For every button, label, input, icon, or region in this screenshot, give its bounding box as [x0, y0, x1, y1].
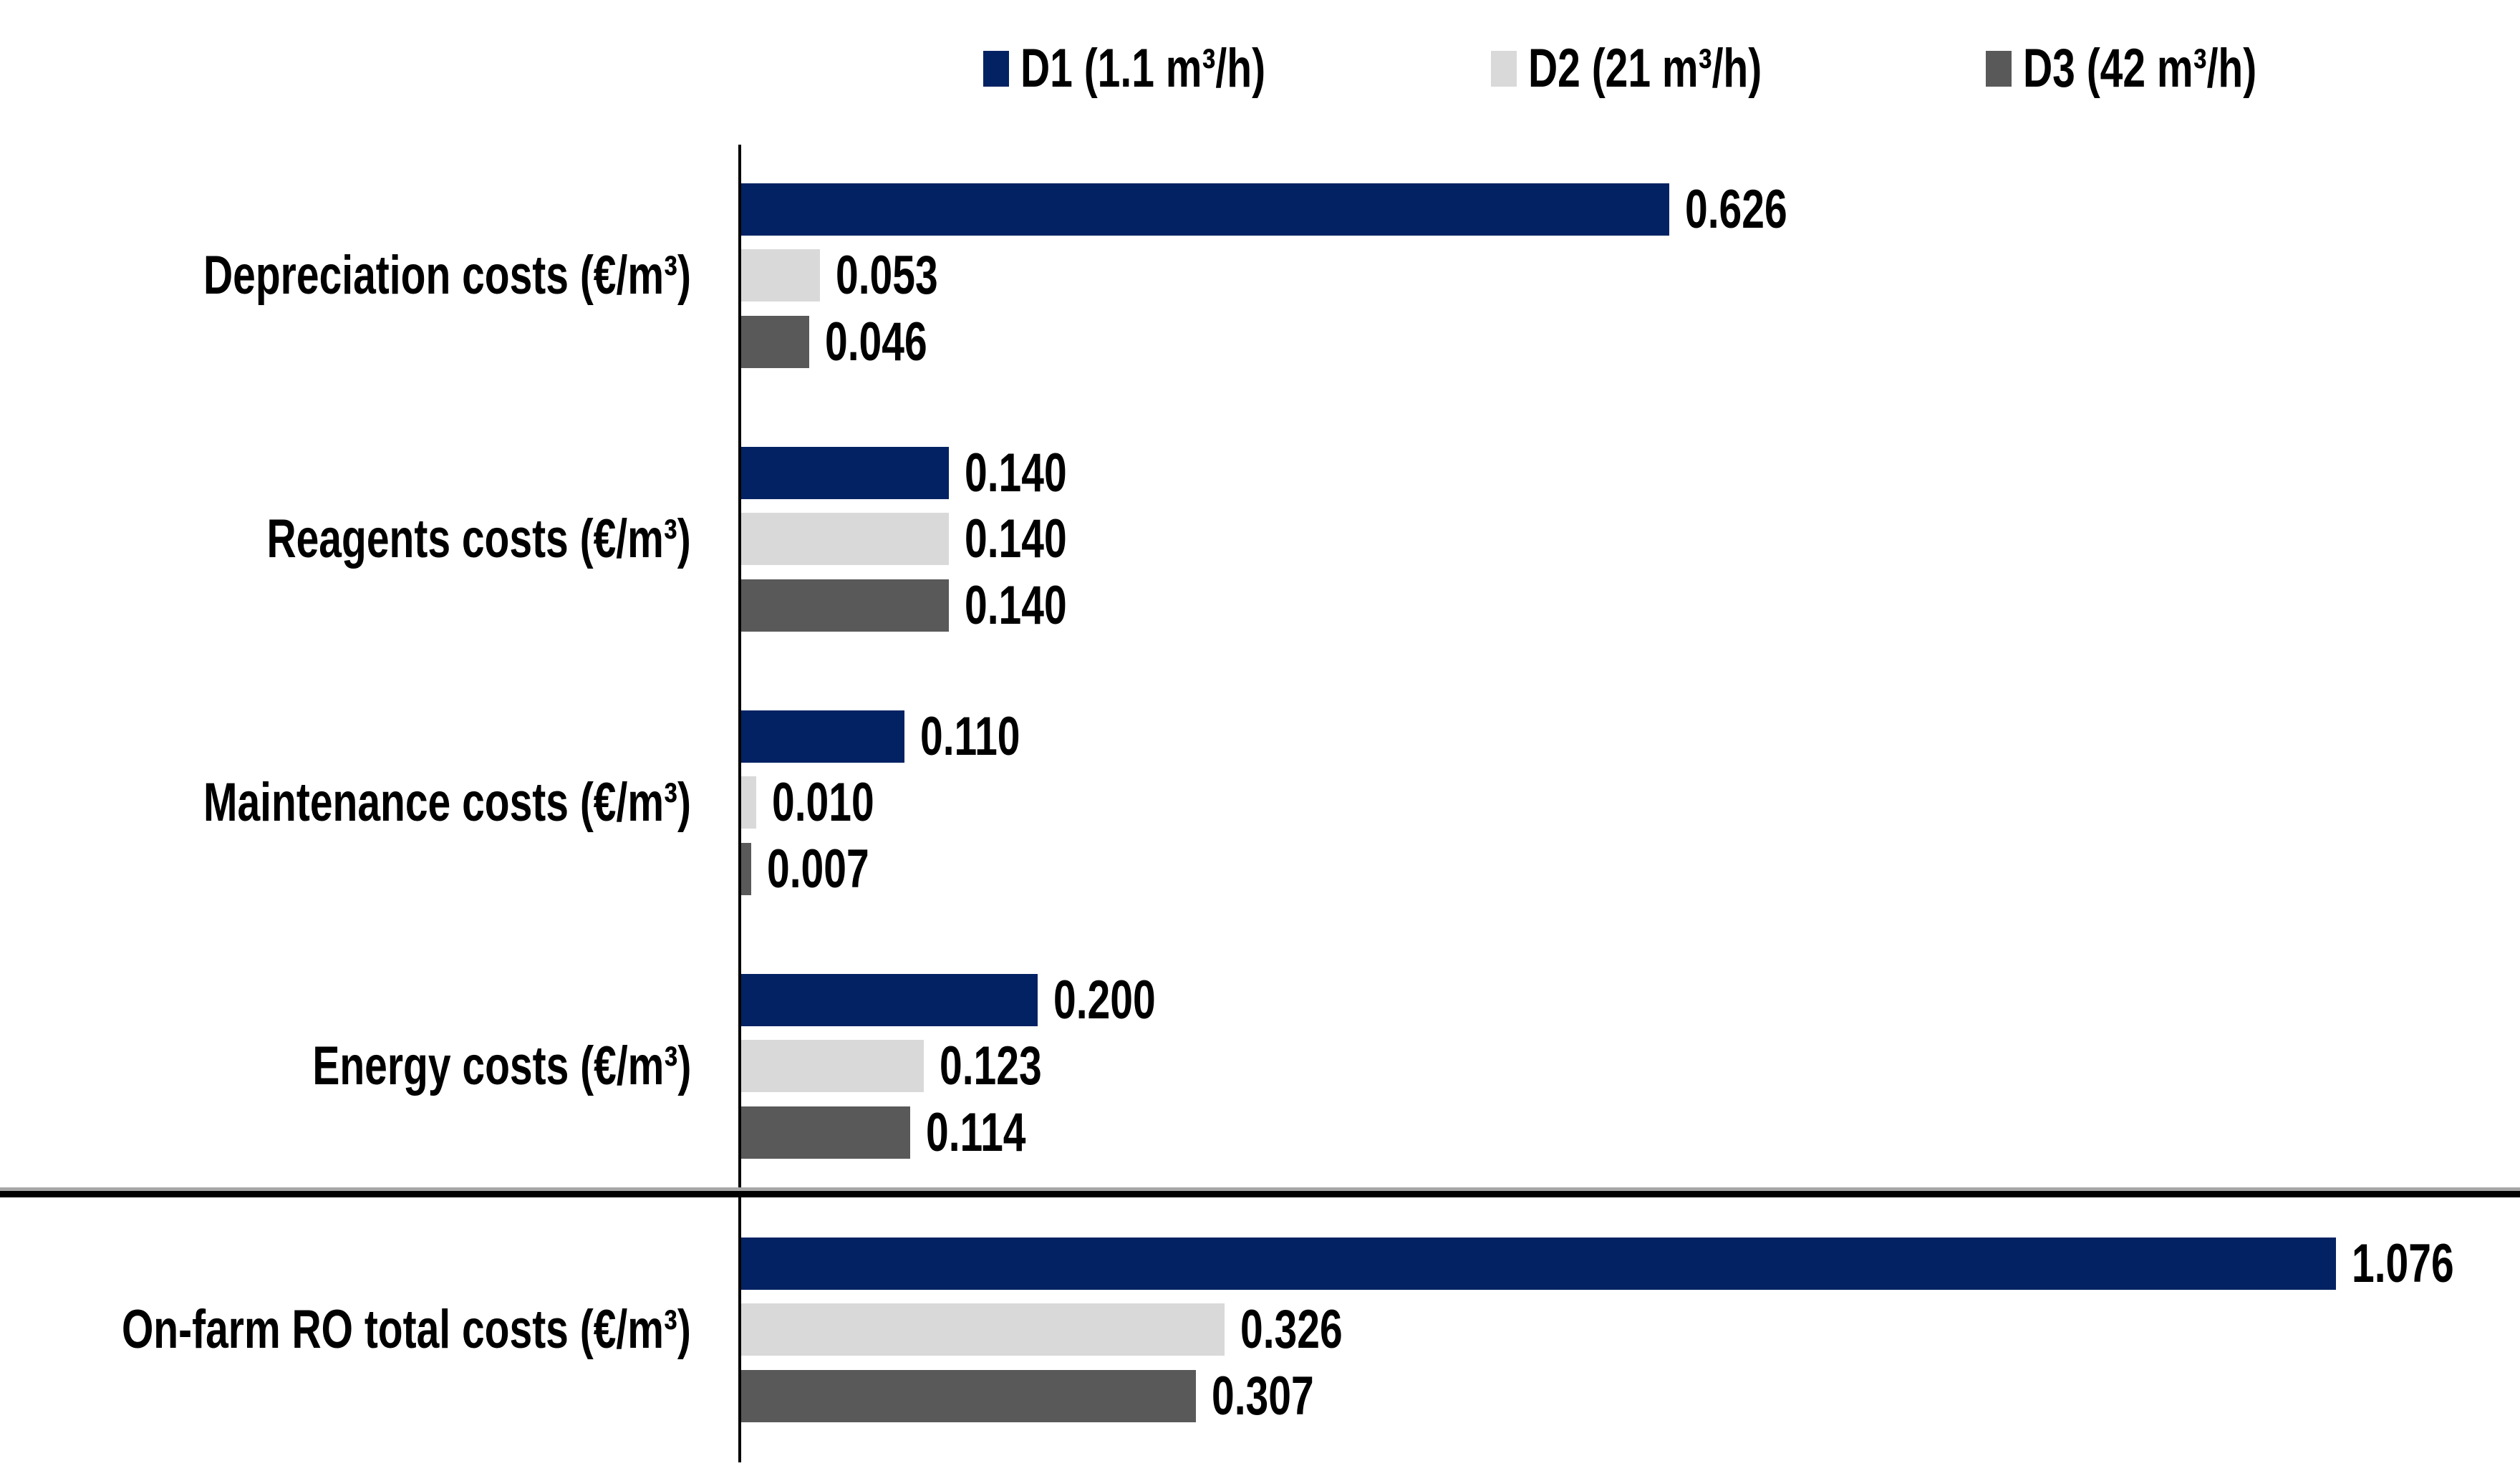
- category-group: Reagents costs (€/m³) 0.140 0.140 0.140: [0, 407, 2520, 670]
- chart-legend: D1 (1.1 m³/h) D2 (21 m³/h) D3 (42 m³/h): [0, 34, 2520, 103]
- bar-d3: [741, 316, 809, 368]
- bar-row: 0.326: [741, 1299, 2520, 1360]
- category-label: Energy costs (€/m³): [0, 934, 691, 1197]
- bar-d3: [741, 843, 751, 895]
- legend-swatch-d2-icon: [1491, 51, 1517, 87]
- bar-value-label: 0.326: [1240, 1299, 1343, 1360]
- category-label-text: On-farm RO total costs (€/m³): [122, 1298, 691, 1360]
- bar-d2: [741, 513, 949, 565]
- bar-d1: [741, 183, 1669, 236]
- bar-d1: [741, 1238, 2336, 1290]
- category-label-text: Energy costs (€/m³): [312, 1035, 691, 1096]
- bar-row: 0.140: [741, 508, 2520, 569]
- legend-item-d1: D1 (1.1 m³/h): [983, 34, 1347, 103]
- bar-value-label: 0.307: [1212, 1366, 1314, 1427]
- bar-value-label: 0.053: [836, 245, 938, 306]
- legend-label: D1 (1.1 m³/h): [1020, 38, 1266, 99]
- bar-row: 0.307: [741, 1366, 2520, 1427]
- bar-value-label: 0.140: [965, 508, 1067, 569]
- category-label: Depreciation costs (€/m³): [0, 143, 691, 407]
- bar-row: 0.046: [741, 312, 2520, 372]
- legend-label: D2 (21 m³/h): [1528, 38, 1762, 99]
- bar-value-label: 0.140: [965, 575, 1067, 636]
- bar-value-label: 0.123: [940, 1036, 1042, 1096]
- category-group: Energy costs (€/m³) 0.200 0.123 0.114: [0, 934, 2520, 1197]
- bar-row: 0.110: [741, 706, 2520, 767]
- bar-row: 0.010: [741, 772, 2520, 833]
- category-label-text: Depreciation costs (€/m³): [203, 244, 691, 306]
- bar-value-label: 1.076: [2352, 1233, 2454, 1294]
- legend-item-d3: D3 (42 m³/h): [1986, 34, 2335, 103]
- legend-label: D3 (42 m³/h): [2023, 38, 2257, 99]
- bar-value-label: 0.114: [926, 1102, 1026, 1163]
- bar-d1: [741, 447, 949, 499]
- category-group: Depreciation costs (€/m³) 0.626 0.053 0.046: [0, 143, 2520, 407]
- bar-row: 0.123: [741, 1036, 2520, 1096]
- category-group: On-farm RO total costs (€/m³) 1.076 0.326 0…: [0, 1197, 2520, 1461]
- bar-d3: [741, 1370, 1196, 1422]
- bar-row: 0.053: [741, 245, 2520, 306]
- legend-swatch-d3-icon: [1986, 51, 2012, 87]
- bar-value-label: 0.010: [772, 772, 874, 833]
- bar-row: 0.140: [741, 443, 2520, 503]
- bar-value-label: 0.200: [1053, 970, 1156, 1031]
- category-label: Reagents costs (€/m³): [0, 407, 691, 670]
- bar-row: 0.007: [741, 839, 2520, 899]
- legend-swatch-d1-icon: [983, 51, 1009, 87]
- separator-line-highlight: [0, 1187, 2520, 1191]
- separator-line: [0, 1191, 2520, 1197]
- bar-d3: [741, 579, 949, 632]
- category-label: On-farm RO total costs (€/m³): [0, 1197, 691, 1461]
- legend-item-d2: D2 (21 m³/h): [1491, 34, 1840, 103]
- bar-d1: [741, 710, 904, 763]
- bar-row: 0.200: [741, 970, 2520, 1031]
- bar-value-label: 0.007: [767, 839, 869, 899]
- bar-value-label: 0.110: [920, 706, 1020, 767]
- bar-d2: [741, 1040, 924, 1092]
- bar-d2: [741, 1303, 1225, 1356]
- bar-row: 0.114: [741, 1102, 2520, 1163]
- bar-value-label: 0.140: [965, 443, 1067, 503]
- bar-d3: [741, 1106, 910, 1159]
- bar-value-label: 0.046: [825, 312, 927, 372]
- category-label: Maintenance costs (€/m³): [0, 670, 691, 934]
- bar-d2: [741, 776, 756, 829]
- bar-row: 0.140: [741, 575, 2520, 636]
- bar-d2: [741, 249, 820, 301]
- category-label-text: Maintenance costs (€/m³): [203, 771, 691, 833]
- bar-row: 0.626: [741, 179, 2520, 240]
- bar-d1: [741, 974, 1038, 1026]
- y-axis-line: [738, 145, 741, 1462]
- category-label-text: Reagents costs (€/m³): [266, 508, 691, 569]
- bar-value-label: 0.626: [1685, 179, 1787, 240]
- bar-row: 1.076: [741, 1233, 2520, 1294]
- category-group: Maintenance costs (€/m³) 0.110 0.010 0.007: [0, 670, 2520, 934]
